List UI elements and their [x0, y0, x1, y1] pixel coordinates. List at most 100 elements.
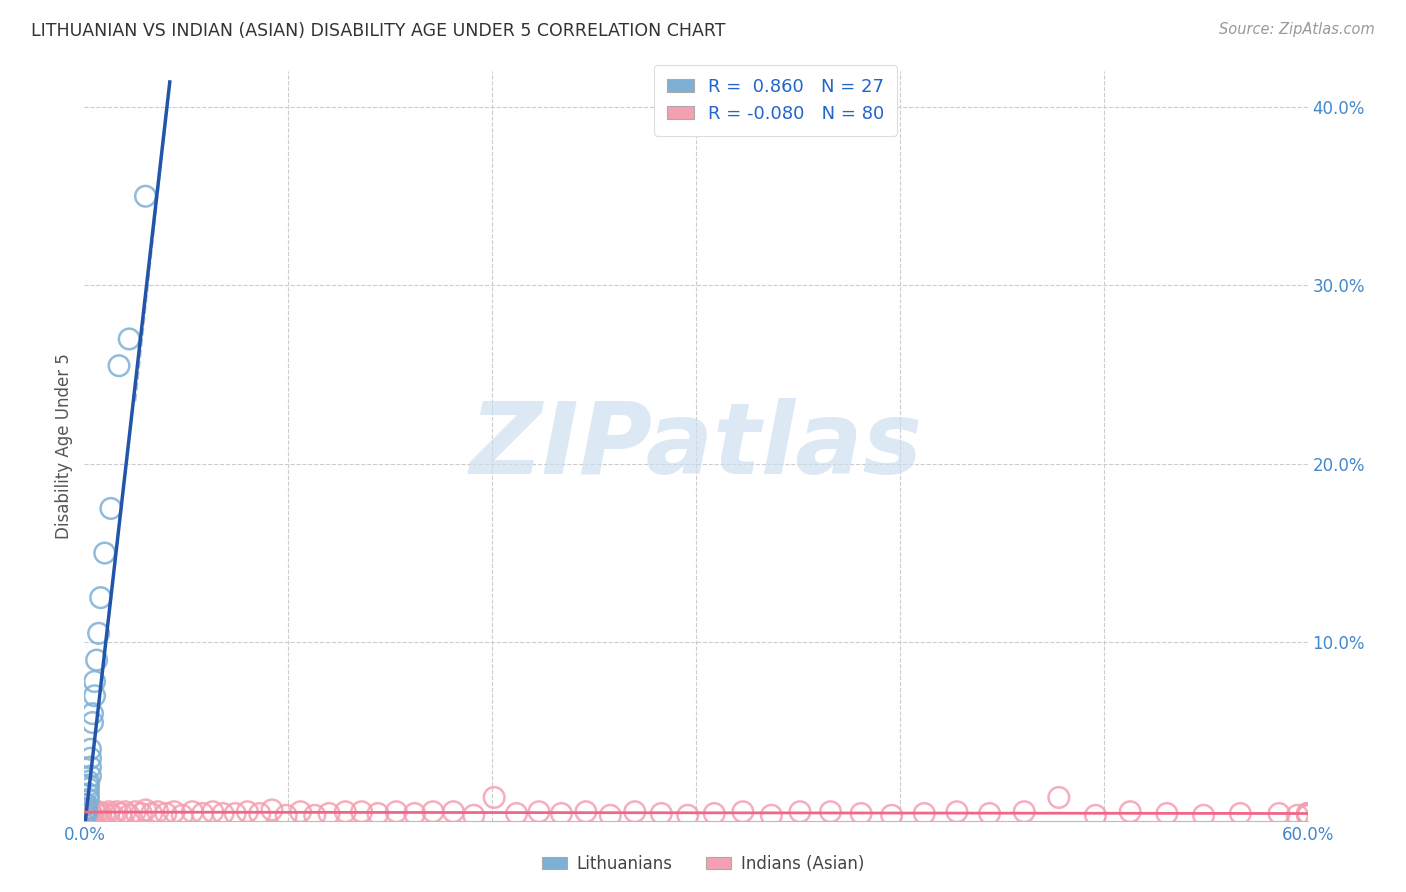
Point — [97, 805, 120, 819]
Point — [979, 806, 1001, 821]
Point — [90, 806, 112, 821]
Point — [82, 706, 104, 721]
Point — [1296, 806, 1319, 821]
Point — [141, 806, 163, 821]
Point — [550, 806, 572, 821]
Point — [83, 805, 105, 819]
Point — [114, 805, 136, 819]
Point — [86, 653, 108, 667]
Text: Source: ZipAtlas.com: Source: ZipAtlas.com — [1219, 22, 1375, 37]
Point — [79, 760, 101, 774]
Point — [731, 805, 754, 819]
Point — [75, 801, 97, 815]
Point — [82, 808, 104, 822]
Point — [105, 805, 128, 819]
Point — [87, 805, 110, 819]
Point — [1192, 808, 1215, 822]
Point — [249, 806, 271, 821]
Point — [703, 806, 725, 821]
Point — [86, 806, 108, 821]
Point — [260, 803, 283, 817]
Point — [1268, 806, 1291, 821]
Point — [90, 591, 112, 605]
Point — [201, 805, 224, 819]
Point — [110, 806, 132, 821]
Point — [155, 806, 177, 821]
Point — [1156, 806, 1178, 821]
Point — [236, 805, 259, 819]
Point — [505, 806, 527, 821]
Point — [100, 501, 122, 516]
Point — [87, 626, 110, 640]
Point — [118, 808, 141, 822]
Point — [77, 803, 100, 817]
Point — [77, 808, 100, 822]
Legend: R =  0.860   N = 27, R = -0.080   N = 80: R = 0.860 N = 27, R = -0.080 N = 80 — [654, 65, 897, 136]
Point — [212, 806, 235, 821]
Point — [77, 774, 100, 789]
Point — [463, 808, 485, 822]
Point — [83, 689, 105, 703]
Point — [482, 790, 505, 805]
Point — [350, 805, 373, 819]
Point — [575, 805, 598, 819]
Point — [118, 332, 141, 346]
Point — [276, 808, 298, 822]
Point — [82, 715, 104, 730]
Point — [1012, 805, 1035, 819]
Point — [135, 189, 157, 203]
Point — [73, 806, 96, 821]
Point — [441, 805, 464, 819]
Point — [624, 805, 647, 819]
Point — [146, 805, 169, 819]
Point — [101, 808, 124, 822]
Point — [1296, 806, 1319, 821]
Point — [1119, 805, 1142, 819]
Point — [79, 805, 101, 819]
Point — [849, 806, 872, 821]
Point — [77, 792, 100, 806]
Point — [527, 805, 550, 819]
Point — [290, 805, 312, 819]
Point — [1047, 790, 1070, 805]
Point — [75, 806, 97, 821]
Point — [75, 808, 97, 822]
Point — [1296, 806, 1319, 821]
Point — [108, 359, 131, 373]
Point — [79, 769, 101, 783]
Point — [163, 805, 186, 819]
Y-axis label: Disability Age Under 5: Disability Age Under 5 — [55, 353, 73, 539]
Point — [75, 797, 97, 812]
Point — [335, 805, 357, 819]
Point — [820, 805, 842, 819]
Point — [93, 806, 115, 821]
Point — [73, 808, 96, 822]
Point — [1296, 808, 1319, 822]
Text: LITHUANIAN VS INDIAN (ASIAN) DISABILITY AGE UNDER 5 CORRELATION CHART: LITHUANIAN VS INDIAN (ASIAN) DISABILITY … — [31, 22, 725, 40]
Point — [676, 808, 699, 822]
Point — [1286, 808, 1309, 822]
Point — [650, 806, 672, 821]
Legend: Lithuanians, Indians (Asian): Lithuanians, Indians (Asian) — [534, 848, 872, 880]
Point — [75, 797, 97, 812]
Point — [124, 805, 146, 819]
Point — [761, 808, 783, 822]
Point — [385, 805, 408, 819]
Point — [181, 805, 204, 819]
Point — [789, 805, 811, 819]
Point — [83, 674, 105, 689]
Point — [224, 806, 246, 821]
Point — [912, 806, 935, 821]
Point — [135, 803, 157, 817]
Point — [77, 787, 100, 801]
Point — [79, 751, 101, 765]
Point — [304, 808, 326, 822]
Point — [79, 742, 101, 756]
Point — [946, 805, 969, 819]
Point — [79, 806, 101, 821]
Point — [318, 806, 340, 821]
Point — [422, 805, 444, 819]
Point — [191, 806, 214, 821]
Point — [1296, 808, 1319, 822]
Point — [77, 778, 100, 792]
